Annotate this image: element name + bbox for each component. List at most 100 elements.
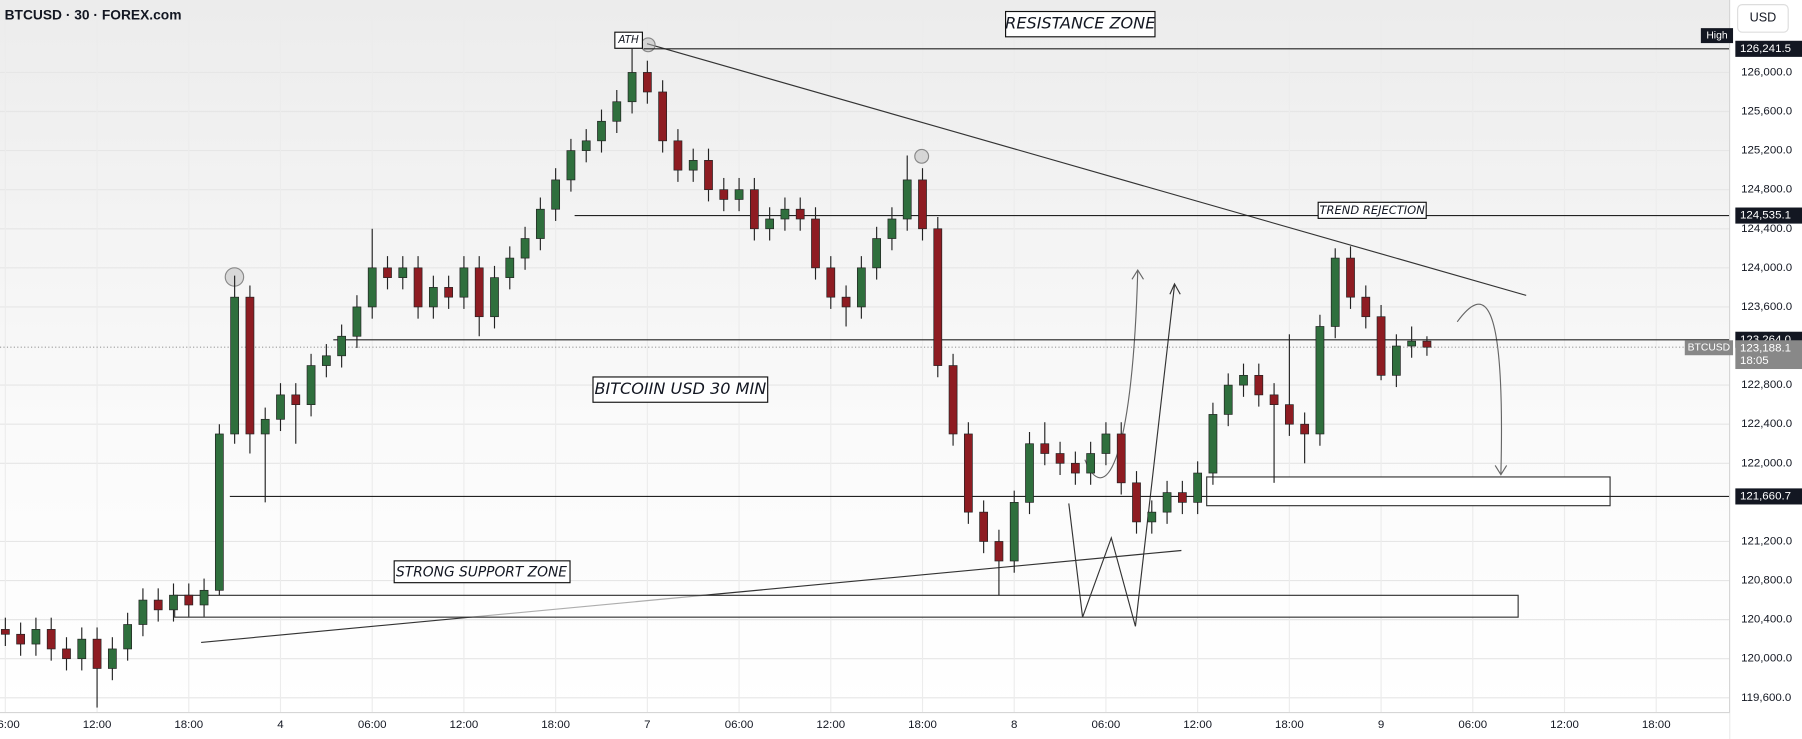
y-tick-label: 124,000.0 (1741, 262, 1792, 274)
candle-body (46, 629, 56, 650)
candle-body (994, 541, 1004, 562)
candle-body (1269, 394, 1279, 405)
y-tick-label: 121,200.0 (1741, 535, 1792, 547)
x-tick-label: 18:00 (908, 719, 937, 731)
candle-body (597, 120, 606, 142)
candle-body (1346, 257, 1355, 298)
pivot-marker (640, 37, 656, 53)
annotation: TREND REJECTION (1320, 203, 1426, 217)
candle-body (887, 218, 897, 239)
candle-body (1177, 492, 1187, 503)
candle-body (1101, 433, 1111, 454)
x-tick-label: 18:00 (541, 719, 570, 731)
candle-body (1422, 340, 1432, 348)
candle-body (92, 638, 102, 669)
candle-body (811, 218, 820, 269)
candle-body (398, 267, 408, 278)
candle-body (444, 287, 454, 298)
x-tick-label: 18:00 (174, 719, 203, 731)
level-label-bg (1735, 40, 1802, 57)
plot-background (0, 0, 1730, 713)
candle-body (1376, 316, 1386, 376)
y-tick-label: 124,800.0 (1741, 184, 1792, 196)
candle-body (291, 394, 301, 405)
axis-labels: 119,600.0 120,000.0 120,400.0 120,800.0 121,… (0, 28, 1802, 731)
x-tick-label: 12:00 (450, 719, 479, 731)
annotation: STRONG SUPPORT ZONE (396, 564, 567, 580)
curve-arrow (1456, 303, 1503, 474)
candle-body (658, 91, 668, 142)
candle-body (566, 150, 576, 181)
candle-body (337, 335, 347, 357)
candle-body (230, 296, 240, 435)
y-tick-label: 125,600.0 (1741, 106, 1792, 118)
candle-body (688, 160, 698, 171)
level-tag: High (1706, 30, 1727, 41)
candle-body (1223, 384, 1233, 415)
currency-button[interactable] (1737, 4, 1789, 33)
x-tick-label: 12:00 (83, 719, 112, 731)
candle-body (933, 228, 943, 366)
candle-body (1040, 443, 1050, 454)
candle-body (872, 238, 882, 269)
candle-body (77, 638, 87, 660)
candle-body (581, 140, 591, 151)
y-tick-label: 125,200.0 (1741, 145, 1792, 157)
candle-body (153, 599, 163, 611)
candle-body (214, 433, 224, 591)
candle-body (1116, 433, 1126, 484)
annotation: ATH (617, 34, 639, 46)
time-axis (0, 712, 1730, 739)
chart-title: BTCUSD · 30 · FOREX.com (5, 8, 182, 23)
x-tick-label: 8 (1011, 719, 1017, 731)
candle-body (260, 418, 270, 435)
candle-body (627, 72, 637, 103)
y-tick-label: 120,000.0 (1741, 653, 1792, 665)
candle-body (169, 594, 178, 611)
candle-body (1025, 443, 1034, 503)
candle-body (780, 208, 790, 220)
x-tick-label: 06:00 (725, 719, 754, 731)
candle-body (413, 267, 423, 308)
candle-body (520, 238, 530, 259)
candle-body (841, 296, 851, 308)
annotation-box (592, 376, 769, 403)
level-label-bg (1735, 207, 1802, 224)
level-label: 121,660.7 (1740, 490, 1791, 502)
candle-body (1086, 453, 1096, 474)
y-tick-label: 122,400.0 (1741, 418, 1792, 430)
level-label: 126,241.5 (1740, 43, 1791, 55)
y-tick-label: 122,000.0 (1741, 457, 1792, 469)
trend-line (646, 43, 1527, 296)
x-tick-label: 06:00 (0, 719, 20, 731)
level-tag-bg (1700, 28, 1734, 44)
candle-body (612, 101, 622, 122)
candle-body (321, 355, 331, 366)
symbol-tag: BTCUSD (1688, 342, 1730, 353)
arrow-head (1494, 465, 1508, 476)
candle-body (1284, 404, 1294, 425)
candle-body (428, 287, 438, 308)
candle-body (1070, 462, 1080, 474)
candle-body (1055, 453, 1065, 464)
annotation-box (1317, 201, 1427, 219)
candle-body (1407, 340, 1417, 347)
candle-body (383, 267, 392, 278)
candle-body (704, 160, 713, 191)
annotation: BITCOIIN USD 30 MIN (594, 379, 766, 398)
candle-body (826, 267, 836, 298)
candle-body (963, 433, 973, 513)
pivot-marker (914, 148, 930, 164)
x-tick-label: 12:00 (1183, 719, 1212, 731)
candle-body (673, 140, 683, 171)
candle-body (352, 306, 362, 337)
x-tick-label: 18:00 (1275, 719, 1304, 731)
x-tick-label: 4 (277, 719, 284, 731)
candle-body (199, 589, 209, 606)
candle-body (795, 208, 805, 220)
annotation-box (614, 31, 643, 49)
arrow-head (1131, 269, 1144, 280)
y-tick-label: 122,800.0 (1741, 379, 1792, 391)
